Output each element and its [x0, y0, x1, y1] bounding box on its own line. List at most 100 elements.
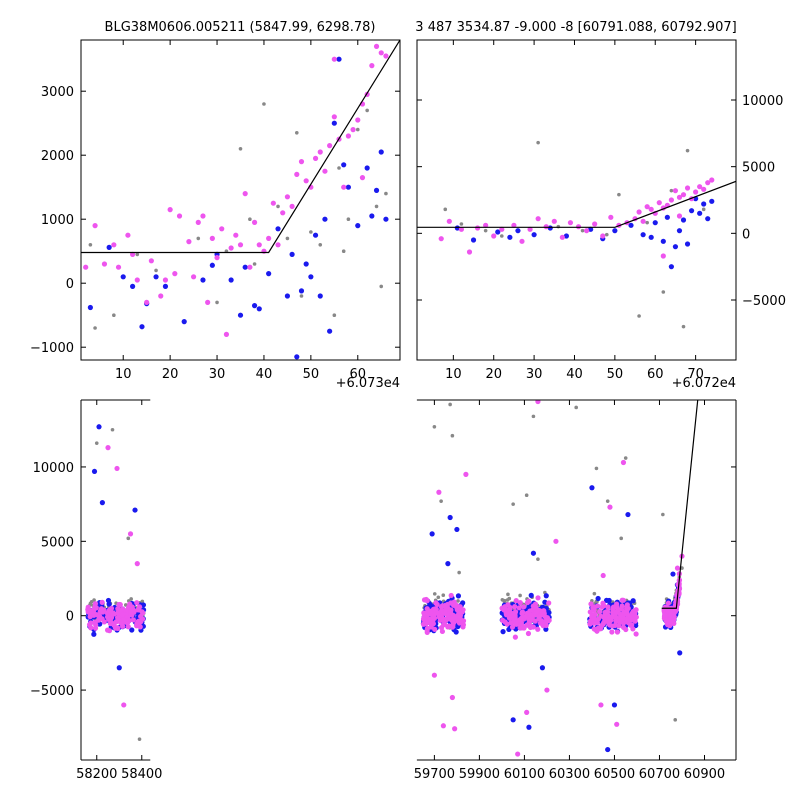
- magenta-point: [136, 606, 142, 612]
- blue-point: [429, 531, 435, 537]
- magenta-point: [439, 628, 446, 635]
- magenta-point: [446, 218, 452, 224]
- gray-point: [248, 217, 252, 221]
- magenta-point: [424, 606, 430, 612]
- blue-point: [507, 234, 513, 240]
- magenta-point: [660, 253, 666, 259]
- blue-point: [181, 319, 187, 325]
- blue-point: [515, 228, 521, 234]
- magenta-point: [106, 628, 113, 634]
- gray-point: [318, 243, 323, 247]
- blue-point: [256, 306, 262, 312]
- magenta-point: [709, 177, 715, 183]
- blue-point: [162, 283, 169, 289]
- gray-point: [536, 557, 540, 561]
- gray-point: [457, 570, 461, 575]
- magenta-point: [134, 277, 140, 283]
- blue-point: [91, 631, 97, 637]
- x-tick-label: 60700: [639, 767, 680, 782]
- magenta-point: [101, 619, 107, 625]
- blue-point: [531, 232, 537, 238]
- magenta-point: [515, 751, 521, 757]
- axes-frame: [80, 39, 401, 361]
- magenta-point: [509, 624, 516, 630]
- blue-point: [294, 354, 300, 360]
- gray-point: [332, 313, 337, 318]
- blue-point: [445, 561, 451, 567]
- gray-point: [459, 222, 464, 226]
- magenta-point: [431, 672, 437, 678]
- magenta-point: [705, 180, 711, 186]
- magenta-point: [546, 600, 552, 606]
- blue-point: [628, 222, 634, 228]
- gray-point: [154, 268, 158, 273]
- blue-point: [303, 261, 309, 267]
- magenta-point: [294, 171, 300, 177]
- blue-point: [447, 514, 453, 521]
- magenta-point: [619, 597, 625, 603]
- gray-point: [432, 592, 437, 596]
- magenta-point: [528, 616, 535, 623]
- magenta-point: [270, 200, 276, 206]
- blue-point: [298, 288, 305, 294]
- magenta-point: [528, 612, 534, 618]
- magenta-point: [91, 610, 97, 616]
- blue-point: [603, 597, 610, 603]
- magenta-point: [600, 601, 606, 608]
- magenta-point: [256, 242, 262, 248]
- gray-point: [137, 737, 142, 741]
- magenta-point: [115, 625, 121, 631]
- magenta-point: [144, 299, 150, 305]
- magenta-point: [115, 264, 122, 270]
- bottom-panel: 58200 58400 59700 59900 60100 60300 60500 60700…: [30, 398, 737, 782]
- magenta-point: [512, 614, 518, 620]
- blue-point: [99, 500, 105, 506]
- magenta-point: [104, 614, 111, 620]
- magenta-point: [609, 614, 615, 620]
- magenta-point: [618, 616, 624, 623]
- blue-point: [200, 277, 206, 283]
- magenta-point: [512, 634, 518, 640]
- magenta-point: [298, 159, 305, 165]
- gray-point: [500, 597, 505, 602]
- blue-point: [697, 210, 703, 216]
- magenta-point: [162, 277, 169, 283]
- blue-point: [526, 724, 532, 730]
- magenta-point: [92, 223, 98, 229]
- gray-point: [309, 230, 313, 234]
- x-tick-label: 60500: [594, 767, 635, 782]
- magenta-point: [661, 607, 667, 614]
- magenta-point: [674, 565, 681, 571]
- axes-frame: [416, 39, 737, 361]
- gray-point: [196, 236, 201, 241]
- blue-point: [153, 274, 159, 280]
- magenta-point: [524, 709, 530, 715]
- magenta-point: [640, 218, 646, 224]
- gray-point: [574, 405, 578, 410]
- blue-point: [563, 233, 570, 239]
- magenta-point: [167, 207, 173, 213]
- blue-point: [336, 56, 342, 62]
- gray-point: [623, 456, 628, 460]
- gray-point: [685, 148, 690, 153]
- magenta-point: [99, 599, 105, 605]
- magenta-point: [373, 43, 380, 50]
- gray-point: [346, 217, 351, 221]
- gray-point: [605, 499, 610, 503]
- magenta-point: [538, 618, 545, 624]
- x-tick-label: 60900: [684, 767, 725, 782]
- magenta-point: [111, 242, 117, 248]
- magenta-point: [527, 624, 534, 631]
- blue-point: [664, 214, 670, 220]
- magenta-point: [195, 219, 201, 225]
- gray-point: [456, 599, 460, 603]
- x-tick-label: 40: [566, 367, 583, 382]
- top-right-title: 3 487 3534.87 -9.000 -8 [60791.088, 6079…: [415, 20, 736, 35]
- magenta-point: [630, 609, 636, 615]
- magenta-point: [527, 226, 533, 232]
- magenta-point: [519, 610, 525, 617]
- gray-point: [439, 499, 443, 503]
- x-tick-label: 20: [162, 367, 179, 382]
- magenta-point: [209, 235, 215, 241]
- blue-point: [327, 328, 333, 334]
